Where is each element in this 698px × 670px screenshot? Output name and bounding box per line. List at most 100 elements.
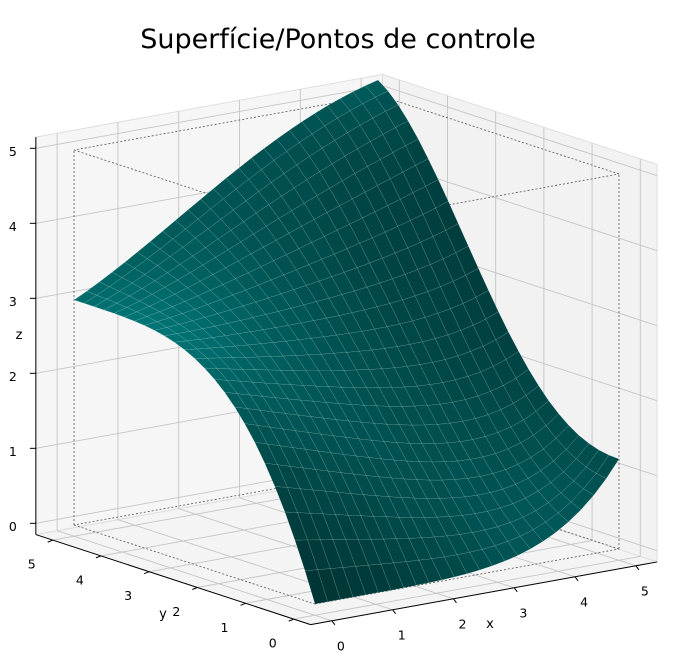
surface-patch <box>396 442 420 462</box>
surface-patch <box>376 303 401 327</box>
surface-patch <box>314 105 338 127</box>
surface-patch <box>429 479 453 499</box>
y-axis-label: y <box>159 607 167 622</box>
surface-patch <box>423 516 448 538</box>
surface-patch <box>364 306 388 330</box>
surface-patch <box>300 320 325 339</box>
surface-patch <box>234 406 258 426</box>
surface-patch <box>482 453 506 474</box>
surface-patch <box>116 295 140 308</box>
surface-patch <box>272 411 296 431</box>
surface-patch <box>420 236 444 265</box>
surface-patch <box>500 403 524 428</box>
surface-patch <box>309 513 334 541</box>
surface-patch <box>385 516 410 539</box>
bounding-box-edge <box>73 469 379 526</box>
surface-patch <box>456 552 480 574</box>
surface-patch <box>357 141 381 167</box>
surface-patch <box>342 566 366 598</box>
y-tick-label: 2 <box>172 604 180 619</box>
surface-patch <box>129 288 153 302</box>
surface-patch <box>251 148 275 170</box>
surface-patch <box>330 567 354 600</box>
surface-patch <box>225 260 249 279</box>
x-tick-label: 2 <box>459 616 467 631</box>
surface-patch <box>517 457 542 479</box>
surface-patch <box>263 138 287 161</box>
x-tick <box>513 587 518 593</box>
surface-patch <box>320 539 344 569</box>
surface-patch <box>353 473 377 496</box>
surface-patch <box>305 370 329 387</box>
surface-patch <box>380 562 404 591</box>
surface-patch <box>480 366 504 392</box>
surface-patch <box>303 195 328 220</box>
surface-patch <box>134 258 158 275</box>
surface-patch <box>361 328 385 351</box>
surface-patch <box>439 402 463 424</box>
surface-patch <box>434 442 458 462</box>
surface-patch <box>287 487 311 514</box>
surface-patch <box>184 348 208 359</box>
surface-patch <box>360 515 384 540</box>
z-axis-label: z <box>16 328 23 343</box>
surface-patch <box>316 187 340 213</box>
surface-patch <box>412 317 436 343</box>
axis-lines <box>29 137 658 626</box>
z-tick-label: 5 <box>9 144 17 159</box>
surface-patch <box>418 558 442 583</box>
y-tick <box>240 602 246 606</box>
surface-patch <box>175 209 199 230</box>
surface-patch <box>338 312 363 334</box>
grid-line-floor-y <box>293 555 641 620</box>
surface-patch <box>240 233 264 255</box>
surface-patch <box>161 293 186 307</box>
x-tick <box>331 620 336 626</box>
surface-patch <box>442 379 466 403</box>
surface-patch <box>419 362 443 385</box>
surface-patch <box>341 173 366 200</box>
surface-patch <box>475 290 499 320</box>
y-tick-label: 0 <box>269 636 277 651</box>
x-tick-label: 1 <box>398 627 406 642</box>
surface-patch <box>214 323 239 336</box>
surface-patch <box>147 248 171 266</box>
y-tick <box>47 539 53 543</box>
z-tick-label: 0 <box>9 519 17 534</box>
x-axis-line <box>310 561 658 626</box>
surface-patch <box>283 164 308 189</box>
x-tick <box>635 565 640 571</box>
surface-patch <box>296 264 320 286</box>
surface-patch <box>154 272 178 288</box>
surface-patch <box>394 366 418 388</box>
surface-patch <box>298 242 322 265</box>
surface-patch <box>297 414 322 435</box>
surface-patch <box>189 328 213 340</box>
x-tick-label: 5 <box>641 583 649 598</box>
surface-patch <box>276 129 300 152</box>
surface-patch <box>432 230 456 260</box>
surface-patch <box>479 473 504 493</box>
surface-patch <box>362 96 386 119</box>
surface-patch <box>406 560 430 586</box>
surface-patch <box>375 495 400 518</box>
surface-patch <box>181 308 206 321</box>
surface-patch <box>391 477 415 499</box>
surface-patch <box>259 410 284 430</box>
y-tick-label: 5 <box>28 557 36 572</box>
grid-line-back-z <box>382 85 658 177</box>
surface-patch <box>121 268 146 284</box>
surface-patch <box>472 318 497 347</box>
surface-patch <box>495 331 519 360</box>
bounding-box-edge <box>314 548 620 605</box>
surface-patch <box>313 317 337 337</box>
surface-patch <box>383 538 407 564</box>
surface-patch <box>455 245 479 276</box>
surface-patch <box>346 351 370 371</box>
surface-patch <box>323 334 347 354</box>
surface-patch <box>437 423 461 444</box>
surface-patch <box>492 359 517 386</box>
surface-patch <box>265 311 289 328</box>
